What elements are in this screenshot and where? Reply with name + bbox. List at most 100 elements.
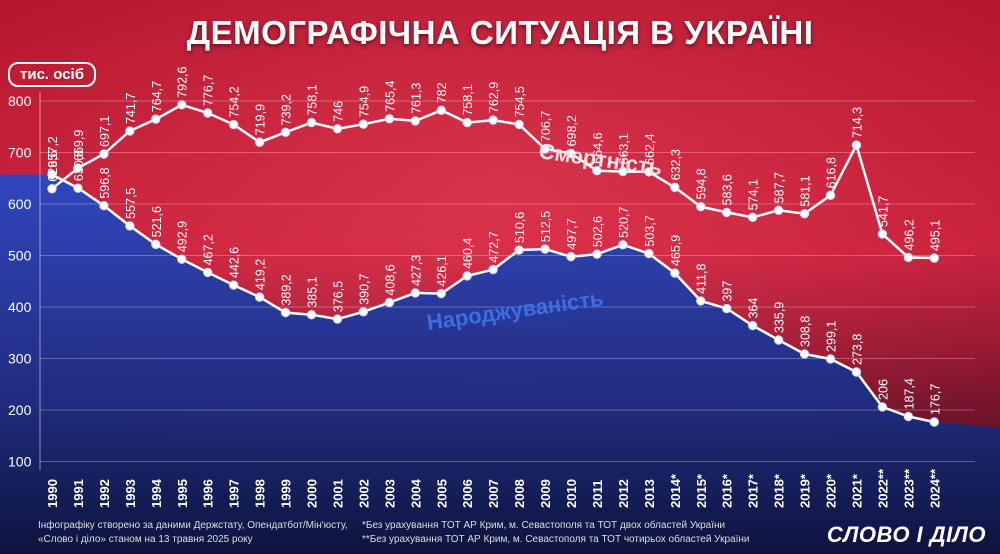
mortality-point (436, 105, 446, 115)
births-point (825, 354, 836, 364)
mortality-point (73, 163, 83, 173)
births-point (306, 309, 317, 320)
births-point (410, 288, 420, 298)
mortality-data-label: 669,9 (72, 130, 86, 161)
y-tick-label: 300 (8, 351, 32, 367)
births-data-label: 510,6 (513, 212, 527, 243)
births-point (358, 307, 369, 317)
x-tick-label: 1997 (227, 479, 242, 508)
mortality-data-label: 662,4 (643, 134, 657, 165)
footnote-1: *Без урахування ТОТ АР Крим, м. Севастоп… (362, 520, 726, 531)
births-data-label: 465,9 (669, 235, 683, 266)
births-data-label: 187,4 (902, 378, 916, 409)
births-data-label: 426,1 (435, 255, 449, 286)
mortality-data-label: 663,1 (617, 133, 631, 164)
x-tick-label: 2022** (875, 468, 890, 508)
births-point (929, 417, 939, 427)
births-point (696, 296, 706, 306)
y-tick-label: 200 (8, 402, 32, 418)
mortality-point (540, 144, 550, 154)
mortality-point (177, 100, 187, 110)
x-tick-label: 2015* (694, 473, 709, 508)
x-tick-label: 1991 (71, 479, 86, 508)
mortality-point (358, 119, 369, 129)
mortality-data-label: 698,2 (565, 115, 579, 146)
x-tick-label: 2024** (927, 468, 942, 508)
births-data-label: 557,5 (124, 188, 138, 219)
mortality-point (825, 190, 836, 201)
x-tick-label: 2008 (512, 479, 527, 508)
births-point (644, 248, 654, 259)
births-point (125, 221, 135, 231)
mortality-data-label: 495,1 (928, 220, 942, 251)
births-point (540, 244, 550, 254)
y-tick-label: 700 (8, 145, 32, 161)
births-data-label: 521,6 (150, 206, 164, 237)
source-line-2: «Слово і діло» станом на 13 травня 2025 … (38, 534, 253, 545)
births-point (851, 367, 862, 377)
births-point (488, 264, 498, 275)
births-data-label: 364 (747, 298, 761, 319)
births-point (670, 268, 680, 278)
x-tick-label: 2021* (849, 473, 864, 508)
x-tick-label: 2016* (720, 473, 735, 508)
mortality-point (514, 119, 524, 130)
births-point (436, 288, 446, 299)
births-data-label: 630,8 (72, 150, 86, 181)
mortality-point (903, 252, 914, 263)
births-point (799, 349, 810, 359)
mortality-point (306, 117, 317, 128)
x-tick-label: 2000 (305, 479, 320, 508)
mortality-point (644, 167, 654, 177)
births-point (203, 267, 213, 278)
births-data-label: 503,7 (643, 215, 657, 246)
mortality-data-label: 764,7 (150, 81, 164, 112)
mortality-point (566, 148, 576, 159)
births-point (566, 251, 576, 262)
mortality-point (722, 207, 732, 218)
births-point (462, 271, 472, 281)
mortality-point (151, 114, 161, 124)
mortality-data-label: 741,7 (124, 93, 138, 124)
births-point (618, 240, 628, 250)
x-tick-label: 2012 (616, 479, 631, 508)
x-tick-label: 2004 (408, 478, 423, 508)
births-data-label: 335,9 (773, 302, 787, 333)
births-data-label: 308,8 (799, 316, 813, 347)
births-data-label: 376,5 (331, 281, 345, 312)
mortality-data-label: 761,3 (409, 83, 423, 114)
x-tick-label: 2013 (642, 479, 657, 508)
mortality-data-label: 765,4 (383, 80, 397, 111)
mortality-data-label: 587,7 (773, 172, 787, 203)
mortality-point (592, 166, 602, 176)
births-data-label: 411,8 (695, 264, 709, 294)
births-data-label: 460,4 (461, 238, 475, 269)
footnote-2: **Без урахування ТОТ АР Крим, м. Севасто… (362, 534, 750, 545)
mortality-point (618, 166, 628, 177)
mortality-data-label: 719,9 (254, 104, 268, 135)
mortality-data-label: 697,1 (98, 116, 112, 147)
source-note: Інфографіку створено за даними Держстату… (38, 519, 348, 547)
births-point (177, 254, 187, 264)
x-tick-label: 2003 (382, 479, 397, 508)
mortality-data-label: 762,9 (487, 82, 501, 113)
x-tick-label: 1993 (123, 479, 138, 508)
x-tick-label: 2014* (668, 473, 683, 508)
mortality-data-label: 574,1 (747, 179, 761, 210)
mortality-data-label: 664,6 (591, 132, 605, 163)
births-point (280, 307, 291, 318)
mortality-data-label: 776,7 (202, 75, 216, 106)
births-point (47, 169, 57, 180)
unit-label: тис. осіб (8, 62, 96, 87)
mortality-point (747, 212, 758, 223)
births-data-label: 408,6 (383, 264, 397, 295)
mortality-point (332, 124, 343, 134)
mortality-point (99, 149, 109, 159)
births-data-label: 657,2 (46, 136, 60, 167)
mortality-point (410, 116, 420, 126)
data-points (47, 100, 939, 427)
mortality-point (125, 126, 135, 136)
mortality-data-label: 583,6 (721, 174, 735, 205)
x-tick-label: 2006 (460, 479, 475, 508)
